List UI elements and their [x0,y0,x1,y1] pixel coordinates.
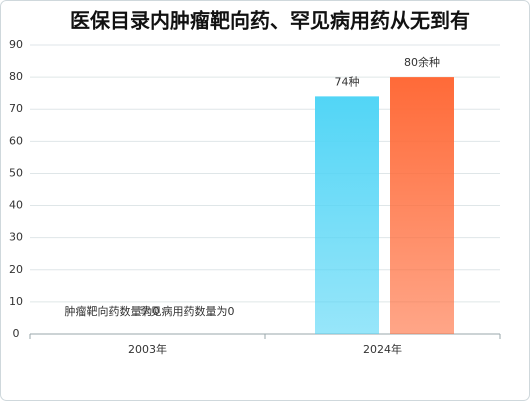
value-label: 80余种 [404,55,440,69]
chart-title: 医保目录内肿瘤靶向药、罕见病用药从无到有 [70,9,470,33]
bar [390,77,454,334]
y-tick-label: 60 [9,134,23,147]
value-label: 罕见病用药数量为0 [140,304,235,318]
x-tick-label: 2024年 [363,342,402,356]
value-label: 74种 [335,74,360,88]
y-tick-label: 90 [9,38,23,51]
y-tick-label: 80 [9,70,23,83]
y-tick-label: 40 [9,199,23,212]
x-tick-label: 2003年 [128,342,167,356]
value-label: 肿瘤靶向药数量为0 [65,304,160,318]
y-tick-label: 70 [9,102,23,115]
y-tick-label: 0 [13,327,20,340]
y-tick-label: 20 [9,263,23,276]
y-tick-label: 10 [9,295,23,308]
y-tick-label: 50 [9,166,23,179]
y-tick-label: 30 [9,231,23,244]
bar [315,96,379,334]
